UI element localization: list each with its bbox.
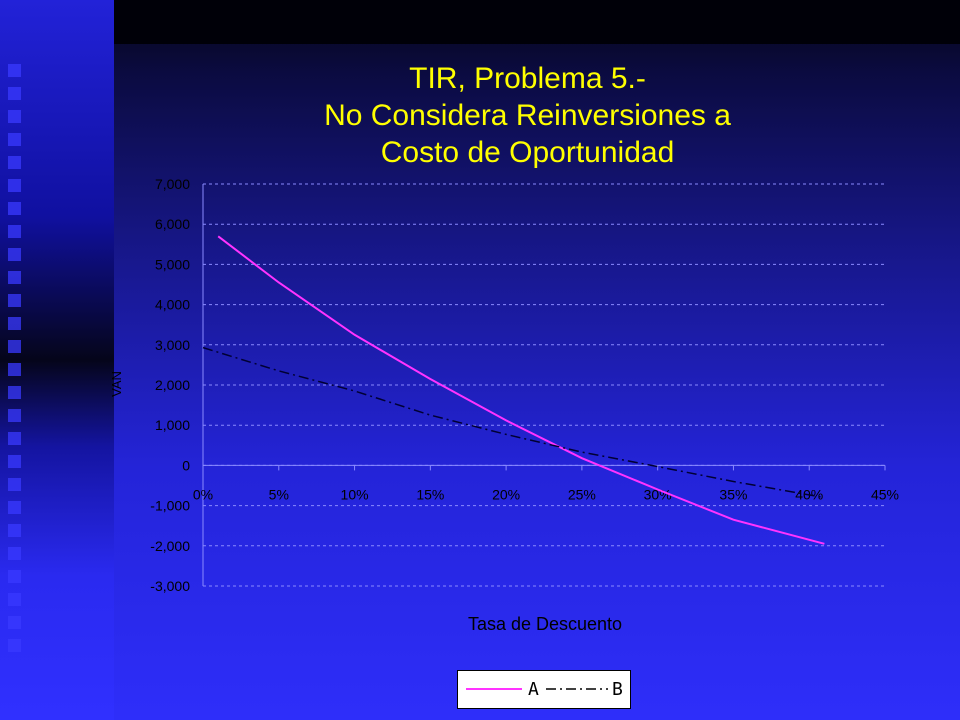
top-bar xyxy=(0,0,960,44)
legend-label-b: B xyxy=(612,678,623,700)
y-axis-label: VAN xyxy=(109,371,124,397)
y-tick-label: 6,000 xyxy=(155,216,190,232)
legend-item-a: A xyxy=(466,677,539,701)
x-tick-label: 30% xyxy=(644,486,672,502)
x-tick-label: 0% xyxy=(193,486,213,502)
legend-line-a xyxy=(466,688,522,690)
y-tick-label: -3,000 xyxy=(150,578,190,594)
legend-item-b: B xyxy=(546,677,623,701)
x-tick-label: 5% xyxy=(269,486,289,502)
legend-line-b xyxy=(546,688,608,690)
y-tick-label: 3,000 xyxy=(155,337,190,353)
title-line-1: TIR, Problema 5.- xyxy=(409,62,646,95)
series-line-b xyxy=(202,346,825,499)
x-tick-label: 10% xyxy=(341,486,369,502)
left-decorative-panel xyxy=(0,0,114,720)
legend-label-a: A xyxy=(528,678,539,700)
y-tick-label: 0 xyxy=(182,457,190,473)
y-tick-label: -2,000 xyxy=(150,538,190,554)
title-line-2: No Considera Reinversiones a xyxy=(324,99,731,132)
decorative-squares xyxy=(8,64,24,662)
y-tick-label: 1,000 xyxy=(155,417,190,433)
y-tick-label: 5,000 xyxy=(155,256,190,272)
x-tick-label: 20% xyxy=(492,486,520,502)
title-line-3: Costo de Oportunidad xyxy=(380,136,675,169)
chart-legend: A B xyxy=(457,670,631,709)
y-tick-label: 2,000 xyxy=(155,377,190,393)
x-tick-label: 25% xyxy=(568,486,596,502)
y-tick-label: 4,000 xyxy=(155,297,190,313)
x-tick-label: 45% xyxy=(871,486,899,502)
x-tick-label: 35% xyxy=(719,486,747,502)
y-tick-label: -1,000 xyxy=(150,498,190,514)
x-axis-label: Tasa de Descuento xyxy=(468,614,622,634)
y-tick-label: 7,000 xyxy=(155,176,190,192)
slide-title: TIR, Problema 5.- No Considera Reinversi… xyxy=(260,60,795,171)
series-line-a xyxy=(217,235,825,545)
x-tick-label: 15% xyxy=(416,486,444,502)
